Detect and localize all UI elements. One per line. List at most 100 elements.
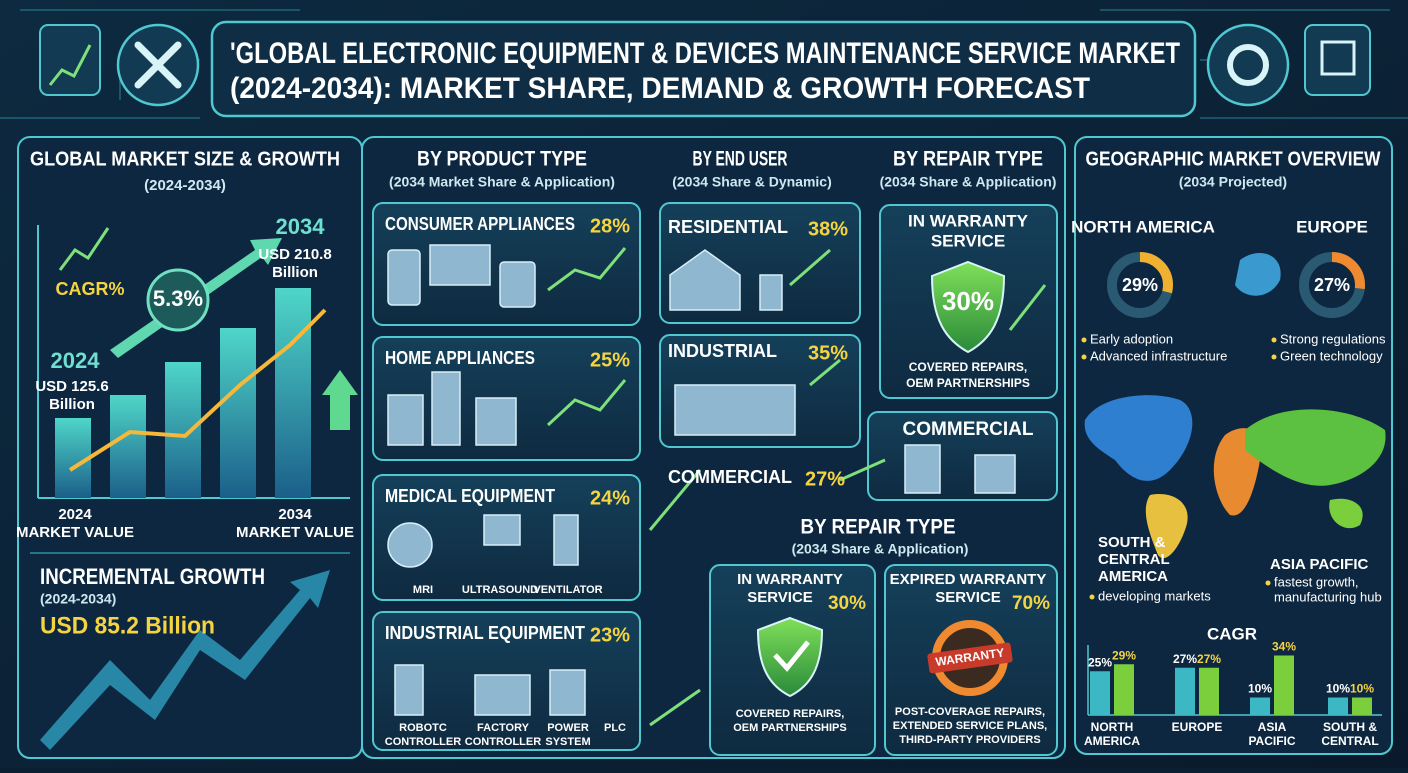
donut-label: 29% [1122, 275, 1158, 295]
share: 70% [1012, 593, 1050, 614]
axis-label: 2024 [58, 506, 92, 523]
note: EXTENDED SERVICE PLANS, [893, 720, 1047, 732]
share: 23% [590, 624, 630, 646]
bar [1175, 667, 1195, 715]
section-subtitle: (2034 Market Share & Application) [389, 174, 615, 190]
x-tick-label: NORTH [1091, 720, 1134, 734]
region-name: EUROPE [1296, 217, 1368, 236]
incremental-value: USD 85.2 Billion [40, 612, 215, 639]
region-name: SOUTH & [1098, 534, 1166, 551]
data-label: 10% [1248, 682, 1272, 696]
card-title: INDUSTRIAL [668, 341, 777, 361]
region-name: CENTRAL [1098, 551, 1170, 568]
note: Green technology [1280, 348, 1383, 363]
icon-chart [39, 24, 101, 96]
bullet [1271, 337, 1277, 343]
note: OEM PARTNERSHIPS [733, 722, 846, 734]
note: POST-COVERAGE REPAIRS, [895, 706, 1045, 718]
x-tick-label: SOUTH & [1323, 720, 1377, 734]
note: Advanced infrastructure [1090, 348, 1227, 363]
note: Strong regulations [1280, 331, 1386, 346]
x-tick-label: PACIFIC [1248, 734, 1295, 748]
shield [756, 616, 824, 698]
share: 27% [805, 468, 845, 490]
cagr-icon [58, 227, 110, 271]
year: 2034 [276, 214, 326, 239]
note: THIRD-PARTY PROVIDERS [899, 734, 1040, 746]
chart-glyph [48, 44, 92, 86]
bullet [1081, 354, 1087, 360]
note: manufacturing hub [1274, 589, 1382, 604]
donut-label: 27% [1314, 275, 1350, 295]
axis-label: MARKET VALUE [16, 524, 134, 541]
axis-label: 2034 [278, 506, 312, 523]
chart-title: CAGR [1207, 624, 1257, 643]
cagr-value: 5.3% [153, 286, 203, 311]
growth-bar [110, 395, 146, 498]
bullet [1089, 594, 1095, 600]
value: USD 125.6 [35, 378, 108, 395]
axis-label: MARKET VALUE [236, 524, 354, 541]
panel-title: INCREMENTAL GROWTH [40, 564, 265, 589]
share: 30% [828, 593, 866, 614]
check [773, 640, 810, 672]
data-label: 10% [1326, 682, 1350, 696]
section-title: BY END USER [693, 148, 788, 171]
share: 30% [942, 286, 994, 316]
trend-line [68, 308, 327, 472]
shield [930, 260, 1006, 354]
panel-title: GLOBAL MARKET SIZE & GROWTH [30, 148, 340, 170]
device-label: VENTILATOR [533, 584, 602, 596]
world-map [1084, 252, 1386, 559]
donut-arc [1107, 252, 1173, 318]
device-label: PLC [604, 722, 626, 734]
header-box [210, 20, 1197, 118]
share: 38% [808, 218, 848, 240]
device-label: POWER [547, 722, 589, 734]
card-title: INDUSTRIAL EQUIPMENT [385, 623, 585, 643]
section-title: BY REPAIR TYPE [893, 148, 1043, 171]
data-label: 34% [1272, 640, 1296, 654]
device-label: MRI [413, 584, 433, 596]
card-title: RESIDENTIAL [668, 217, 788, 237]
share: 25% [590, 349, 630, 371]
card-title: HOME APPLIANCES [385, 348, 535, 368]
bullet [1081, 337, 1087, 343]
incremental-arrow [40, 570, 330, 750]
warranty-badge [927, 642, 1013, 674]
section-subtitle: (2034 Share & Application) [880, 174, 1057, 190]
note: OEM PARTNERSHIPS [906, 376, 1030, 390]
device-label: CONTROLLER [385, 736, 461, 748]
card-title: SERVICE [931, 231, 1005, 250]
section-subtitle: (2034 Share & Application) [792, 541, 969, 557]
device-label: ROBOTC [399, 722, 447, 734]
panel-subtitle: (2024-2034) [40, 591, 116, 607]
share: 24% [590, 487, 630, 509]
note: developing markets [1098, 588, 1211, 603]
device-label: ULTRASOUND [462, 584, 538, 596]
share: 35% [808, 342, 848, 364]
data-label: 25% [1088, 655, 1112, 669]
bullet [1265, 580, 1271, 586]
data-label: 27% [1197, 652, 1221, 666]
cagr-label: CAGR% [55, 279, 124, 299]
section-title: BY REPAIR TYPE [801, 516, 956, 539]
cagr-badge [146, 268, 210, 332]
card-title: IN WARRANTY [908, 211, 1029, 230]
value: Billion [272, 264, 318, 281]
note: COVERED REPAIRS, [909, 360, 1027, 374]
device-label: CONTROLLER [465, 736, 541, 748]
title: (2024-2034): MARKET SHARE, DEMAND & GROW… [230, 72, 1090, 105]
card-title: SERVICE [747, 589, 813, 606]
bar [1250, 697, 1270, 715]
bar [1352, 697, 1372, 715]
donut-arc [1299, 252, 1365, 318]
device-icons [387, 244, 1016, 716]
device-label: SYSTEM [545, 736, 590, 748]
growth-bar [55, 418, 91, 498]
mini-trend [546, 247, 1047, 727]
gear-glyph [1227, 44, 1269, 86]
panel-title: GEOGRAPHIC MARKET OVERVIEW [1086, 148, 1381, 170]
